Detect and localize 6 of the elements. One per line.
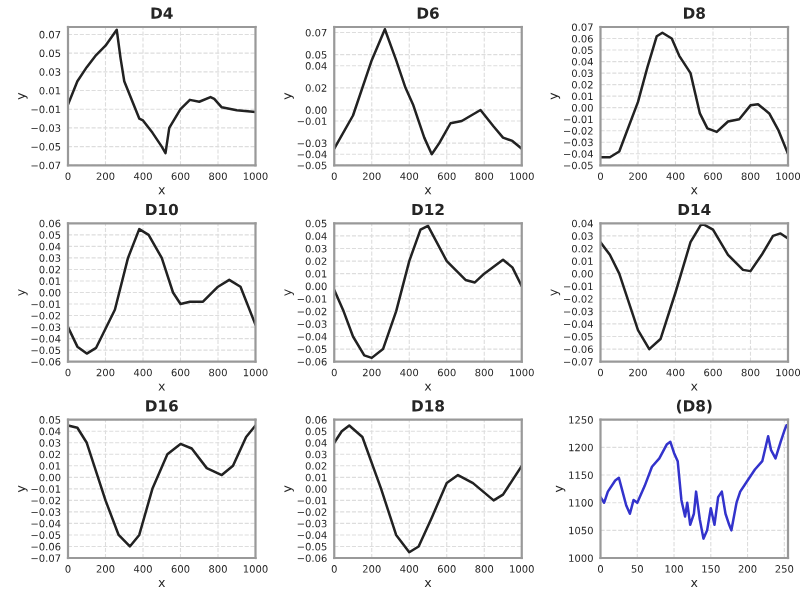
line-series: [68, 424, 256, 548]
line-series: [68, 227, 256, 355]
line-series: [334, 224, 522, 360]
line-series: [334, 424, 522, 554]
line-series: [600, 424, 788, 540]
line-series: [600, 31, 788, 159]
